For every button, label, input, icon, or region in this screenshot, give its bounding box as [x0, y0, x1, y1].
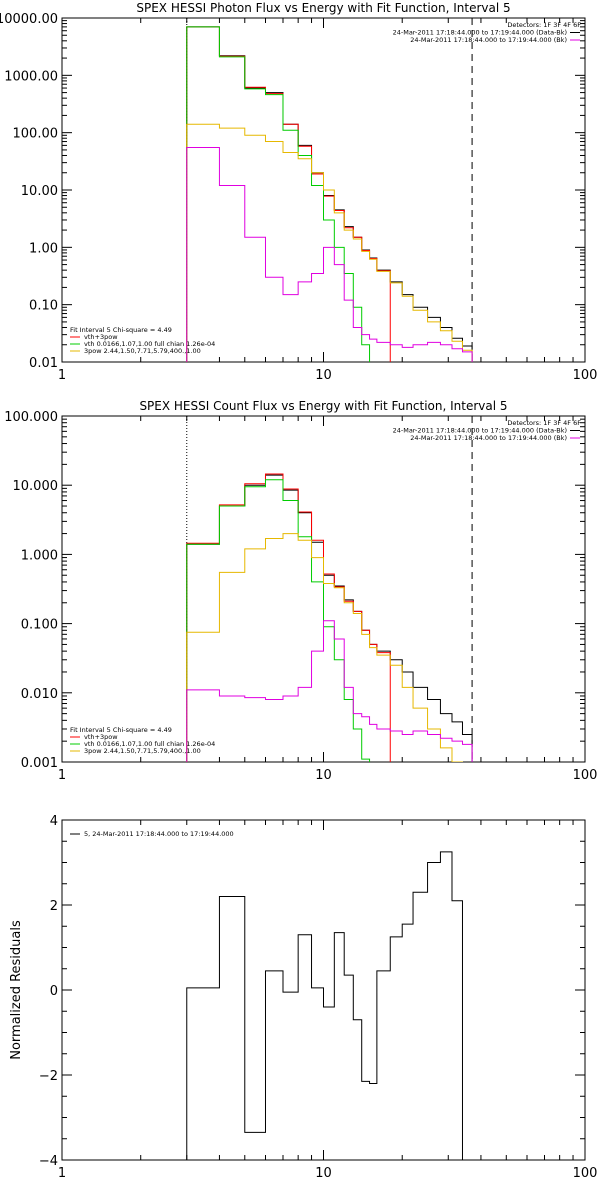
legend-text: Detectors: 1F 3F 4F 6F	[507, 419, 581, 427]
y-tick-label: 10000.00	[0, 12, 58, 27]
x-tick-label: 10	[315, 368, 332, 383]
series-yellow	[186, 123, 473, 362]
x-tick-label: 1	[58, 368, 66, 383]
x-tick-label: 1	[58, 768, 66, 783]
y-axis-label: Normalized Residuals	[9, 920, 24, 1060]
legend-text: 24-Mar-2011 17:18:44.000 to 17:19:44.000…	[410, 434, 567, 442]
series-red	[186, 473, 391, 762]
x-tick-label: 10	[315, 768, 332, 783]
y-tick-label: 0.100	[21, 618, 58, 633]
y-tick-label: 100.000	[4, 410, 58, 425]
y-tick-label: 10.000	[13, 479, 59, 494]
series-group	[186, 26, 473, 362]
legend-header: Fit Interval 5 Chi-square = 4.49	[70, 726, 172, 734]
legend-text: Detectors: 1F 3F 4F 6F	[507, 21, 581, 29]
x-tick-label: 10	[315, 1166, 332, 1181]
legend-text: 24-Mar-2011 17:18:44.000 to 17:19:44.000…	[393, 427, 567, 435]
series-group	[186, 473, 473, 762]
y-tick-label: 0.01	[29, 356, 58, 371]
chart-panel-1: SPEX HESSI Photon Flux vs Energy with Fi…	[0, 1, 597, 383]
legend-text: 24-Mar-2011 17:18:44.000 to 17:19:44.000…	[410, 36, 567, 44]
series-magenta	[186, 620, 473, 762]
chart-panel-3: 1 10 100 −4 −2 0 2 4 Normalized Residuals 5, 24-M…	[9, 814, 597, 1181]
chart-title: SPEX HESSI Count Flux vs Energy with Fit…	[139, 399, 507, 413]
series-green	[186, 479, 371, 762]
series-green	[186, 26, 371, 362]
y-tick-label: 0.001	[21, 756, 58, 771]
y-tick-label: 0.010	[21, 687, 58, 702]
y-tick-label: 1000.00	[4, 69, 58, 84]
legend-text: 3pow 2.44,1.50,7.71,5.79,400.,1.00	[84, 347, 201, 355]
legend-text: 3pow 2.44,1.50,7.71,5.79,400.,1.00	[84, 747, 201, 755]
series-black	[186, 851, 463, 1160]
y-tick-label: 100.00	[13, 127, 59, 142]
legend-text: 24-Mar-2011 17:18:44.000 to 17:19:44.000…	[393, 29, 567, 37]
legend-text: vth 0.0166,1.07,1.00 full chian 1.26e-04	[84, 740, 215, 748]
y-tick-label: 1.000	[21, 548, 58, 563]
x-tick-label: 100	[573, 1166, 598, 1181]
series-black	[186, 26, 473, 362]
x-tick-label: 100	[573, 768, 598, 783]
series-group	[186, 851, 463, 1160]
y-tick-label: 2	[50, 899, 58, 914]
y-tick-label: −2	[39, 1069, 58, 1084]
y-tick-label: 4	[50, 814, 58, 829]
chart-title: SPEX HESSI Photon Flux vs Energy with Fi…	[136, 1, 510, 15]
series-yellow	[186, 533, 463, 762]
legend-text: 5, 24-Mar-2011 17:18:44.000 to 17:19:44.…	[84, 830, 234, 838]
y-tick-label: 0	[50, 984, 58, 999]
chart-panel-2: SPEX HESSI Count Flux vs Energy with Fit…	[4, 399, 597, 783]
legend-text: vth 0.0166,1.07,1.00 full chian 1.26e-04	[84, 340, 215, 348]
series-red	[186, 26, 391, 362]
legend-text: vth+3pow	[84, 733, 118, 741]
x-tick-label: 1	[58, 1166, 66, 1181]
x-tick-label: 100	[573, 368, 598, 383]
legend-header: Fit Interval 5 Chi-square = 4.49	[70, 326, 172, 334]
y-tick-label: 1.00	[29, 241, 58, 256]
y-tick-label: −4	[39, 1154, 58, 1169]
series-magenta	[186, 147, 473, 362]
y-tick-label: 0.10	[29, 299, 58, 314]
legend-text: vth+3pow	[84, 333, 118, 341]
y-tick-label: 10.00	[21, 184, 58, 199]
